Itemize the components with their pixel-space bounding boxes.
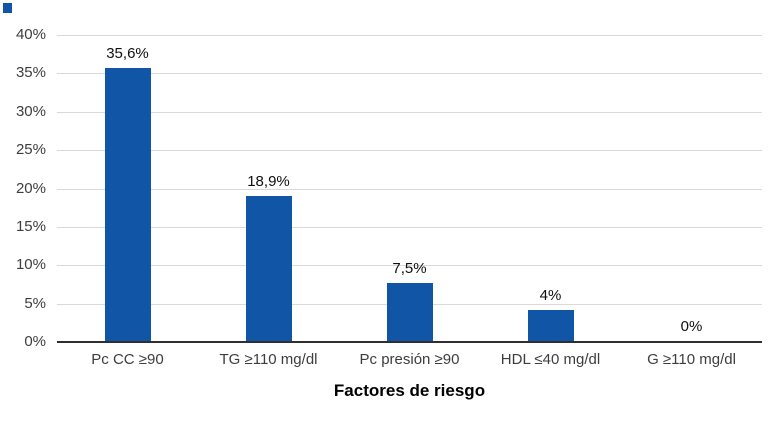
bar-group: 18,9%	[245, 173, 292, 341]
bar-value-label: 4%	[539, 287, 562, 304]
y-tick-label: 10%	[15, 256, 46, 274]
x-axis-line	[57, 341, 762, 343]
bar-value-label: 0%	[680, 318, 703, 335]
gridline	[57, 73, 762, 75]
x-axis-title: Factores de riesgo	[333, 381, 486, 400]
bar-group: 7,5%	[386, 260, 433, 341]
bar-group: 4%	[527, 287, 574, 341]
y-tick-label: 35%	[15, 64, 46, 82]
bar-group: 35,6%	[104, 45, 151, 341]
gridline	[57, 111, 762, 113]
bar-value-label: 35,6%	[106, 45, 149, 62]
gridline	[57, 226, 762, 228]
bar	[527, 310, 574, 341]
y-tick-label: 30%	[15, 102, 46, 120]
gridline	[57, 265, 762, 267]
bar-value-label: 18,9%	[247, 173, 290, 190]
y-tick-label: 25%	[15, 141, 46, 159]
y-tick-label: 15%	[15, 217, 46, 235]
bar	[386, 283, 433, 341]
y-tick-label: 5%	[24, 294, 46, 312]
category-label: Pc CC ≥90	[91, 351, 164, 368]
gridline	[57, 188, 762, 190]
bar	[245, 196, 292, 341]
corner-marker-square	[3, 3, 12, 13]
category-label: Pc presión ≥90	[359, 351, 460, 368]
bar-value-label: 7,5%	[392, 260, 427, 277]
category-label: G ≥110 mg/dl	[647, 351, 736, 368]
gridline	[57, 35, 762, 36]
gridline	[57, 150, 762, 152]
y-tick-label: 0%	[24, 333, 46, 350]
bar	[104, 68, 151, 341]
category-label: HDL ≤40 mg/dl	[500, 351, 601, 368]
y-tick-label: 20%	[15, 179, 46, 197]
category-label: TG ≥110 mg/dl	[219, 351, 318, 368]
y-tick-label: 40%	[15, 26, 46, 43]
